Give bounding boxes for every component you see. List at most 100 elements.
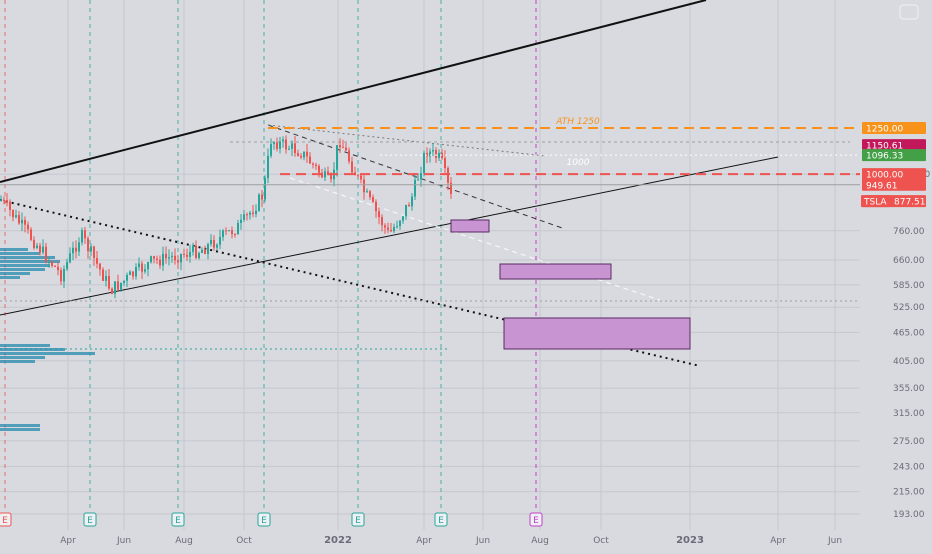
earnings-marker[interactable] (351, 512, 365, 527)
price-label: 1096.33 (866, 152, 903, 162)
candle-body (180, 253, 182, 263)
earnings-marker[interactable] (0, 512, 12, 527)
volume-profile-bar (0, 356, 45, 359)
candle-body (408, 204, 410, 207)
candle-body (396, 226, 398, 228)
time-axis[interactable]: Apr Jun Aug Oct 2022 Apr Jun Aug Oct 2023 Apr Jun (60, 535, 842, 546)
earnings-marker[interactable] (434, 512, 448, 527)
candle-body (375, 201, 377, 212)
x-tick-label: Aug (531, 536, 549, 546)
y-tick-label: 193.00 (893, 510, 925, 520)
candle-body (369, 191, 371, 198)
candle-body (411, 196, 413, 207)
candle-body (390, 229, 392, 232)
projection-line (289, 177, 661, 301)
candle-body (222, 230, 224, 237)
horizontal-levels: ATH 125010961000 (0, 117, 884, 186)
x-tick-label: Apr (60, 536, 76, 546)
price-label-box (862, 122, 926, 134)
ticker-tag: TSLA (863, 198, 887, 208)
volume-profile-bar (0, 272, 30, 275)
y-tick-label: 215.00 (893, 488, 925, 498)
earnings-marker[interactable] (529, 512, 543, 527)
candle-body (9, 201, 11, 211)
y-tick-label: 243.00 (893, 462, 925, 472)
candle-body (102, 269, 104, 281)
candle-body (156, 258, 158, 260)
drawings (0, 0, 860, 431)
candle-body (30, 229, 32, 240)
candle-body (372, 197, 374, 202)
candle-body (228, 230, 230, 232)
candle-body (126, 275, 128, 281)
candle-body (393, 226, 395, 232)
candle-body (357, 175, 359, 177)
earnings-marker[interactable] (171, 512, 185, 527)
candle-body (237, 223, 239, 235)
earnings-marker[interactable] (83, 512, 97, 527)
candle-body (303, 151, 305, 158)
volume-profile-bar (0, 428, 40, 431)
price-label: 1150.61 (866, 142, 903, 152)
candle-body (429, 151, 431, 157)
volume-profile-bar (0, 344, 50, 347)
candle-body (81, 230, 83, 243)
candle-body (240, 219, 242, 224)
volume-profile-bar (0, 260, 60, 263)
candle-body (267, 155, 269, 179)
candle-body (327, 171, 329, 175)
volume-profile-bar (0, 256, 55, 259)
candle-body (93, 246, 95, 259)
candle-body (363, 179, 365, 193)
candle-body (24, 219, 26, 225)
y-tick-label: 760.00 (893, 227, 925, 237)
y-tick-label: 355.00 (893, 384, 925, 394)
candle-body (450, 182, 452, 194)
candle-body (144, 269, 146, 272)
earnings-marker[interactable] (257, 512, 271, 527)
candle-body (288, 148, 290, 150)
price-label-box (862, 178, 926, 191)
candle-body (186, 254, 188, 257)
price-label: 1250.00 (866, 125, 903, 135)
price-label: 949.61 (866, 181, 898, 191)
candle-body (69, 253, 71, 263)
candle-body (309, 156, 311, 164)
dashed-trendline (267, 124, 566, 230)
candle-body (384, 225, 386, 228)
candle-body (285, 139, 287, 150)
x-tick-label: Jun (827, 536, 842, 546)
candle-body (6, 200, 8, 202)
volume-profile-bar (0, 268, 45, 271)
candle-body (432, 150, 434, 152)
candle-body (135, 267, 137, 277)
candle-body (21, 219, 23, 224)
price-label-box (862, 149, 926, 162)
x-tick-label: Jun (116, 536, 131, 546)
candle-body (72, 247, 74, 254)
y-tick-label: 315.00 (893, 409, 925, 419)
price-axis[interactable]: 1000.00 760.00 660.00 585.00 525.00 465.00 405… (861, 122, 930, 520)
candle-body (177, 260, 179, 263)
ticker-tag-box (861, 195, 890, 208)
candle-body (129, 271, 131, 276)
panel-toggle-icon[interactable] (899, 4, 919, 20)
candle-body (165, 253, 167, 259)
candle-body (219, 236, 221, 245)
level-label: 1000 (567, 158, 590, 168)
candle-body (87, 238, 89, 252)
candle-body (231, 230, 233, 235)
y-tick-label: 660.00 (893, 256, 925, 266)
candle-body (63, 268, 65, 282)
candle-body (420, 173, 422, 180)
volume-profile-bar (0, 264, 50, 267)
candle-body (330, 174, 332, 180)
candle-body (60, 270, 62, 282)
candle-body (120, 282, 122, 290)
candle-body (36, 245, 38, 249)
earnings-marker-label: E (175, 516, 181, 526)
